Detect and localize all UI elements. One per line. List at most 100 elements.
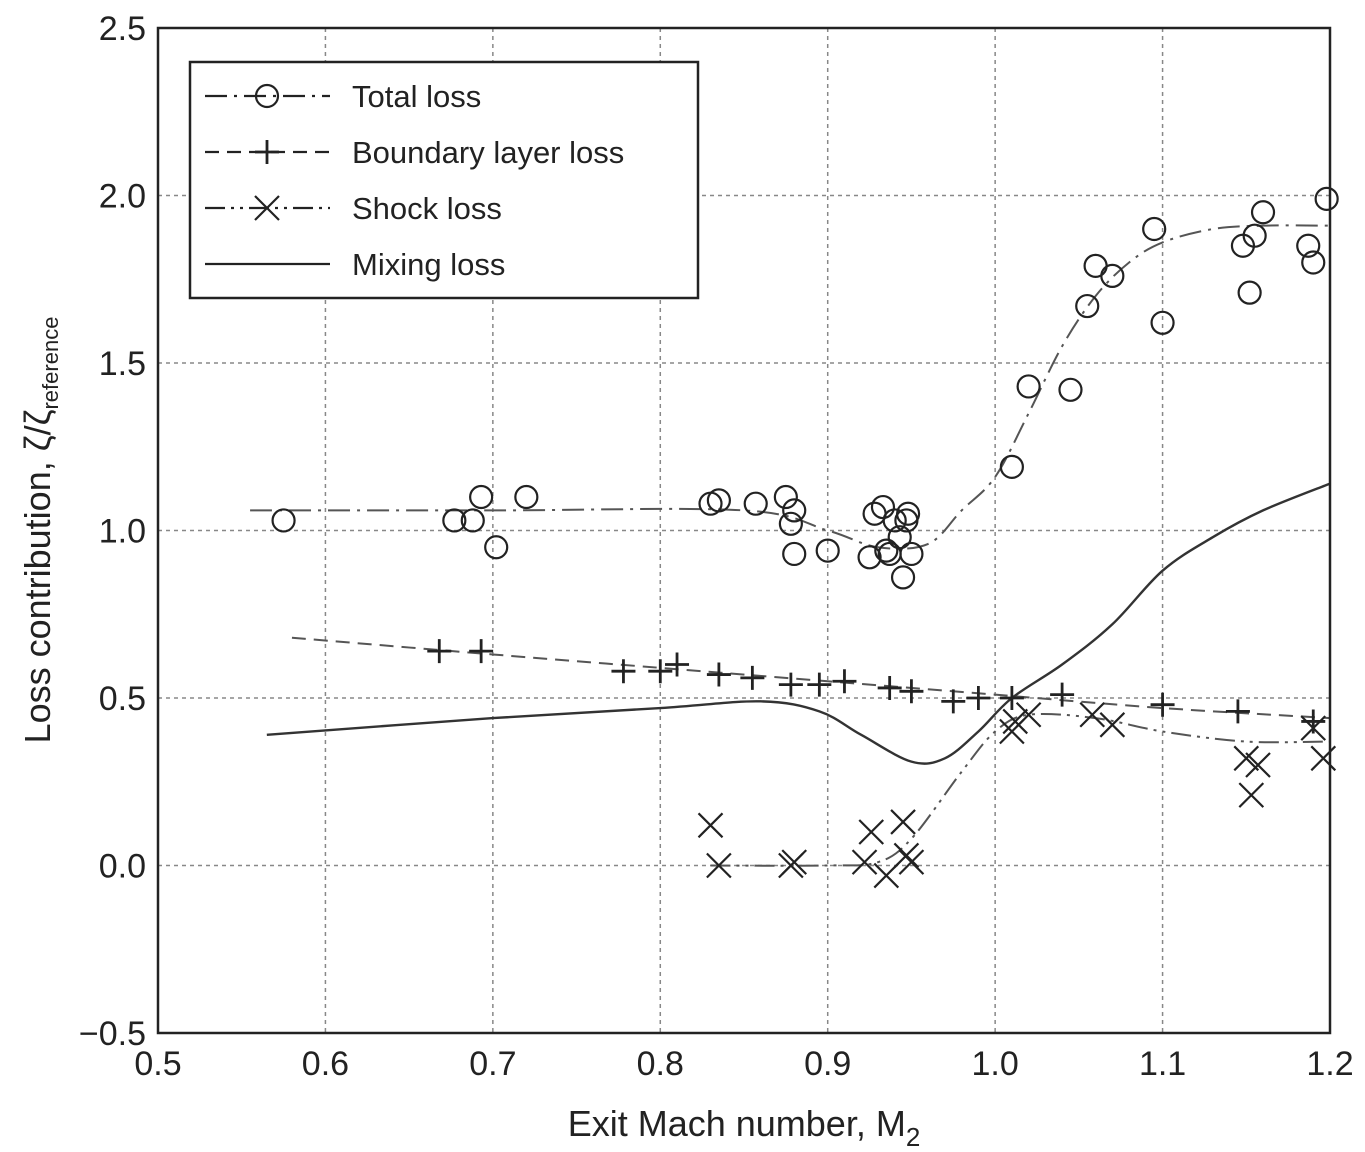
x-tick-label: 0.6	[302, 1045, 349, 1083]
total-loss-point	[778, 511, 803, 536]
shock-loss-point	[858, 819, 885, 845]
boundary-layer-loss-point	[999, 686, 1024, 710]
y-tick-label: 1.5	[99, 345, 146, 383]
boundary-layer-loss-point	[877, 675, 902, 700]
total-loss-point	[882, 508, 907, 533]
total-loss-point	[514, 484, 539, 510]
boundary-layer-loss-legend-label: Boundary layer loss	[352, 135, 624, 170]
x-tick-labels: 0.5 0.6 0.7 0.8 0.9 1.0 1.1 1.2	[134, 1045, 1353, 1083]
boundary-layer-loss-point	[706, 662, 731, 687]
shock-loss-point	[1238, 782, 1265, 808]
total-loss-point	[782, 498, 807, 523]
boundary-layer-loss-point	[832, 669, 857, 694]
total-loss-point	[442, 508, 467, 533]
total-loss-point	[1142, 216, 1167, 242]
y-tick-labels: −0.5 0.0 0.5 1.0 1.5 2.0 2.5	[79, 10, 146, 1053]
shock-loss-point	[873, 862, 900, 889]
total-loss-point	[874, 538, 899, 563]
boundary-layer-loss-point	[740, 665, 765, 690]
boundary-layer-loss-point	[1301, 709, 1326, 734]
total-loss-curve	[250, 224, 1331, 550]
total-loss-point	[484, 535, 509, 560]
shock-loss-point	[1245, 752, 1271, 778]
series-markers	[271, 186, 1339, 889]
shock-loss-point	[697, 812, 724, 839]
legend-box	[188, 60, 700, 300]
total-loss-point	[1016, 374, 1041, 399]
total-loss-point	[857, 545, 882, 570]
total-loss-point	[706, 488, 731, 513]
y-axis-title: Loss contribution, ζ/ζreference	[17, 317, 63, 744]
total-loss-point	[815, 538, 840, 563]
shock-loss-point	[1015, 701, 1042, 728]
y-tick-label: 1.0	[99, 513, 146, 551]
x-tick-label: 0.8	[637, 1045, 684, 1083]
total-loss-point	[1083, 253, 1108, 278]
y-tick-label: 2.5	[99, 10, 146, 48]
shock-loss-point	[1002, 708, 1029, 735]
shock-loss-point	[1099, 712, 1126, 738]
shock-loss-curve	[710, 712, 1331, 867]
total-loss-point	[271, 508, 296, 533]
boundary-layer-loss-point	[469, 639, 494, 664]
x-tick-label: 0.7	[469, 1045, 516, 1083]
shock-loss-point	[781, 849, 808, 875]
boundary-layer-loss-point	[966, 686, 991, 710]
mixing-loss-curve	[266, 482, 1331, 765]
total-loss-point	[1301, 250, 1326, 275]
shock-loss-point	[1300, 715, 1327, 741]
boundary-layer-loss-point	[1150, 692, 1175, 717]
total-loss-point	[899, 541, 924, 567]
plot-frame	[156, 26, 1332, 1035]
shock-loss-point	[851, 849, 878, 875]
total-loss-point	[460, 508, 485, 533]
total-loss-point	[1150, 310, 1175, 335]
shock-loss-point	[1233, 745, 1260, 772]
boundary-layer-loss-point	[899, 679, 924, 704]
shock-loss-point	[1310, 745, 1337, 772]
total-loss-point	[1075, 293, 1100, 319]
total-loss-point	[1242, 223, 1267, 248]
total-loss-point	[782, 541, 807, 567]
total-loss-point	[1314, 186, 1339, 211]
y-tick-label: 0.5	[99, 680, 146, 718]
shock-loss-point	[890, 809, 916, 835]
mixing-loss-legend-label: Mixing loss	[352, 247, 505, 282]
shock-loss-point	[1079, 701, 1106, 728]
series-curves	[250, 224, 1331, 867]
x-tick-label: 1.1	[1139, 1045, 1186, 1083]
shock-loss-point	[898, 849, 925, 875]
total-loss-point	[999, 454, 1024, 479]
legend: Total loss Boundary layer loss Shock loss M…	[188, 60, 700, 300]
total-loss-point	[1058, 377, 1083, 402]
boundary-layer-loss-curve	[291, 636, 1331, 720]
x-axis-title: Exit Mach number, M2	[568, 1103, 921, 1152]
y-tick-label: 0.0	[99, 848, 146, 886]
boundary-layer-loss-point	[807, 672, 832, 697]
boundary-layer-loss-point	[611, 659, 636, 684]
total-loss-point	[887, 525, 912, 550]
boundary-layer-loss-point	[648, 659, 673, 684]
total-loss-point	[773, 484, 798, 510]
y-tick-label: −0.5	[79, 1015, 146, 1053]
x-tick-label: 1.2	[1306, 1045, 1353, 1083]
shock-loss-point	[706, 852, 732, 879]
total-loss-legend-label: Total loss	[352, 79, 481, 114]
boundary-layer-loss-point	[1050, 682, 1075, 707]
x-tick-label: 0.9	[804, 1045, 851, 1083]
shock-loss-point	[893, 842, 920, 869]
boundary-layer-loss-point	[665, 652, 690, 677]
boundary-layer-loss-point	[427, 639, 452, 664]
boundary-layer-loss-legend-marker	[255, 140, 279, 164]
total-loss-point	[1296, 233, 1321, 258]
total-loss-point	[743, 491, 768, 516]
x-tick-label: 1.0	[972, 1045, 1019, 1083]
boundary-layer-loss-point	[1225, 699, 1250, 724]
y-tick-label: 2.0	[99, 178, 146, 216]
total-loss-point	[890, 565, 916, 590]
total-loss-point	[1237, 280, 1262, 305]
x-tick-label: 0.5	[134, 1045, 181, 1083]
boundary-layer-loss-point	[778, 672, 803, 697]
shock-loss-legend-label: Shock loss	[352, 191, 502, 226]
